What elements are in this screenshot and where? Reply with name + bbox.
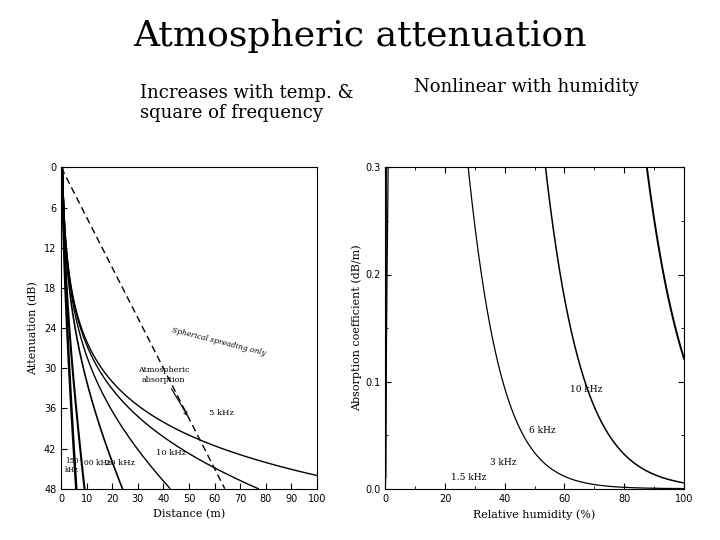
Y-axis label: Absorption coefficient (dB/m): Absorption coefficient (dB/m): [351, 245, 362, 411]
Text: 6 kHz: 6 kHz: [528, 426, 555, 435]
X-axis label: Distance (m): Distance (m): [153, 509, 225, 519]
Text: 5 kHz: 5 kHz: [210, 409, 234, 417]
Y-axis label: Attenuation (dB): Attenuation (dB): [28, 281, 38, 375]
Text: 150
kHz: 150 kHz: [65, 457, 78, 474]
Text: Increases with temp. &
square of frequency: Increases with temp. & square of frequen…: [140, 84, 354, 123]
Text: 10 kHz: 10 kHz: [156, 449, 186, 457]
Text: Spherical spreading only: Spherical spreading only: [171, 326, 266, 357]
Text: 3 kHz: 3 kHz: [490, 458, 516, 467]
X-axis label: Relative humidity (%): Relative humidity (%): [474, 509, 595, 519]
Text: 100 kHz: 100 kHz: [79, 460, 111, 467]
Text: 1.5 kHz: 1.5 kHz: [451, 473, 486, 482]
Text: 20 kHz: 20 kHz: [104, 460, 135, 467]
Text: Atmospheric attenuation: Atmospheric attenuation: [133, 19, 587, 53]
Text: Atmospheric
absorption: Atmospheric absorption: [138, 367, 189, 415]
Text: Nonlinear with humidity: Nonlinear with humidity: [414, 78, 639, 96]
Text: 10 kHz: 10 kHz: [570, 386, 603, 394]
